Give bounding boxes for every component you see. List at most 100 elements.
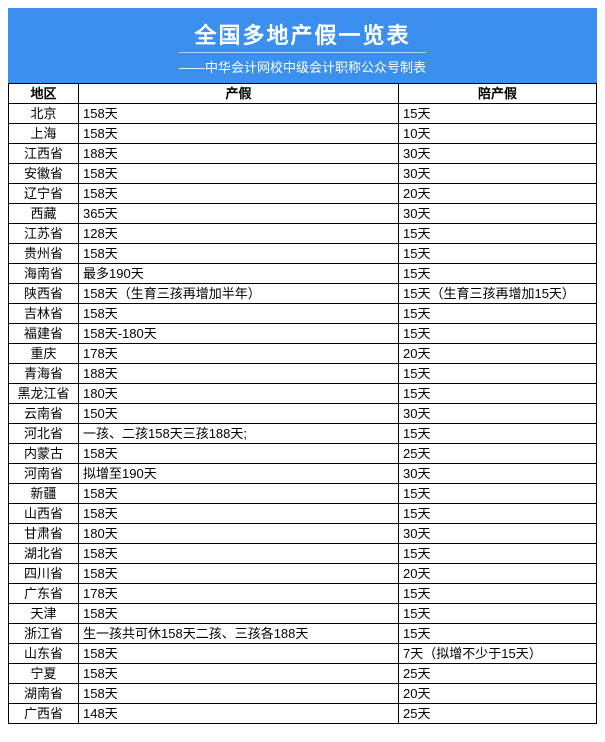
table-row: 贵州省158天15天 [9,244,597,264]
table-row: 辽宁省158天20天 [9,184,597,204]
cell-region: 吉林省 [9,304,79,324]
cell-leave: 150天 [79,404,399,424]
cell-paternity: 10天 [399,124,597,144]
table-row: 吉林省158天15天 [9,304,597,324]
cell-leave: 158天-180天 [79,324,399,344]
cell-region: 内蒙古 [9,444,79,464]
cell-leave: 178天 [79,344,399,364]
cell-leave: 188天 [79,364,399,384]
cell-leave: 158天 [79,184,399,204]
table-header-banner: 全国多地产假一览表 ——中华会计网校中级会计职称公众号制表 [8,8,597,83]
cell-leave: 158天 [79,544,399,564]
cell-leave: 158天 [79,444,399,464]
table-row: 甘肃省180天30天 [9,524,597,544]
cell-paternity: 20天 [399,564,597,584]
table-row: 重庆178天20天 [9,344,597,364]
cell-leave: 拟增至190天 [79,464,399,484]
cell-leave: 158天 [79,124,399,144]
table-row: 江苏省128天15天 [9,224,597,244]
cell-leave: 158天 [79,604,399,624]
cell-paternity: 15天 [399,384,597,404]
cell-leave: 180天 [79,384,399,404]
cell-paternity: 25天 [399,444,597,464]
table-row: 江西省188天30天 [9,144,597,164]
table-row: 广东省178天15天 [9,584,597,604]
cell-region: 青海省 [9,364,79,384]
cell-paternity: 15天 [399,264,597,284]
cell-leave: 158天 [79,664,399,684]
table-row: 天津158天15天 [9,604,597,624]
cell-paternity: 20天 [399,344,597,364]
cell-region: 辽宁省 [9,184,79,204]
cell-paternity: 15天 [399,324,597,344]
cell-leave: 180天 [79,524,399,544]
cell-paternity: 15天 [399,624,597,644]
table-row: 四川省158天20天 [9,564,597,584]
table-row: 陕西省158天（生育三孩再增加半年）15天（生育三孩再增加15天） [9,284,597,304]
cell-paternity: 15天 [399,604,597,624]
cell-leave: 158天 [79,104,399,124]
cell-leave: 188天 [79,144,399,164]
cell-paternity: 15天（生育三孩再增加15天） [399,284,597,304]
table-row: 山东省158天7天（拟增不少于15天） [9,644,597,664]
cell-region: 陕西省 [9,284,79,304]
cell-leave: 最多190天 [79,264,399,284]
cell-paternity: 15天 [399,224,597,244]
table-row: 黑龙江省180天15天 [9,384,597,404]
cell-region: 湖南省 [9,684,79,704]
cell-paternity: 30天 [399,144,597,164]
cell-paternity: 30天 [399,524,597,544]
cell-leave: 128天 [79,224,399,244]
cell-leave: 158天 [79,564,399,584]
cell-leave: 一孩、二孩158天三孩188天; [79,424,399,444]
cell-region: 贵州省 [9,244,79,264]
table-row: 广西省148天25天 [9,704,597,724]
cell-region: 北京 [9,104,79,124]
cell-region: 河北省 [9,424,79,444]
table-row: 安徽省158天30天 [9,164,597,184]
table-body: 北京158天15天上海158天10天江西省188天30天安徽省158天30天辽宁… [9,104,597,724]
page-title: 全国多地产假一览表 [8,18,597,50]
cell-region: 黑龙江省 [9,384,79,404]
table-row: 西藏365天30天 [9,204,597,224]
cell-paternity: 15天 [399,364,597,384]
table-row: 云南省150天30天 [9,404,597,424]
cell-region: 宁夏 [9,664,79,684]
cell-paternity: 20天 [399,684,597,704]
cell-region: 安徽省 [9,164,79,184]
cell-leave: 生一孩共可休158天二孩、三孩各188天 [79,624,399,644]
cell-paternity: 15天 [399,484,597,504]
table-row: 湖南省158天20天 [9,684,597,704]
cell-paternity: 15天 [399,304,597,324]
cell-region: 江苏省 [9,224,79,244]
cell-leave: 158天（生育三孩再增加半年） [79,284,399,304]
table-row: 河南省拟增至190天30天 [9,464,597,484]
cell-region: 山东省 [9,644,79,664]
cell-leave: 158天 [79,304,399,324]
cell-leave: 158天 [79,684,399,704]
cell-region: 海南省 [9,264,79,284]
cell-paternity: 30天 [399,404,597,424]
cell-region: 重庆 [9,344,79,364]
table-row: 青海省188天15天 [9,364,597,384]
table-header-row: 地区 产假 陪产假 [9,84,597,104]
cell-paternity: 15天 [399,584,597,604]
cell-paternity: 30天 [399,164,597,184]
table-row: 内蒙古158天25天 [9,444,597,464]
cell-region: 云南省 [9,404,79,424]
cell-paternity: 15天 [399,424,597,444]
table-row: 福建省158天-180天15天 [9,324,597,344]
cell-paternity: 30天 [399,204,597,224]
table-container: 全国多地产假一览表 ——中华会计网校中级会计职称公众号制表 地区 产假 陪产假 … [0,0,605,732]
table-row: 新疆158天15天 [9,484,597,504]
col-paternity: 陪产假 [399,84,597,104]
cell-paternity: 15天 [399,244,597,264]
cell-region: 四川省 [9,564,79,584]
cell-leave: 178天 [79,584,399,604]
cell-region: 天津 [9,604,79,624]
cell-region: 江西省 [9,144,79,164]
col-region: 地区 [9,84,79,104]
cell-paternity: 15天 [399,504,597,524]
cell-leave: 158天 [79,504,399,524]
cell-leave: 158天 [79,644,399,664]
